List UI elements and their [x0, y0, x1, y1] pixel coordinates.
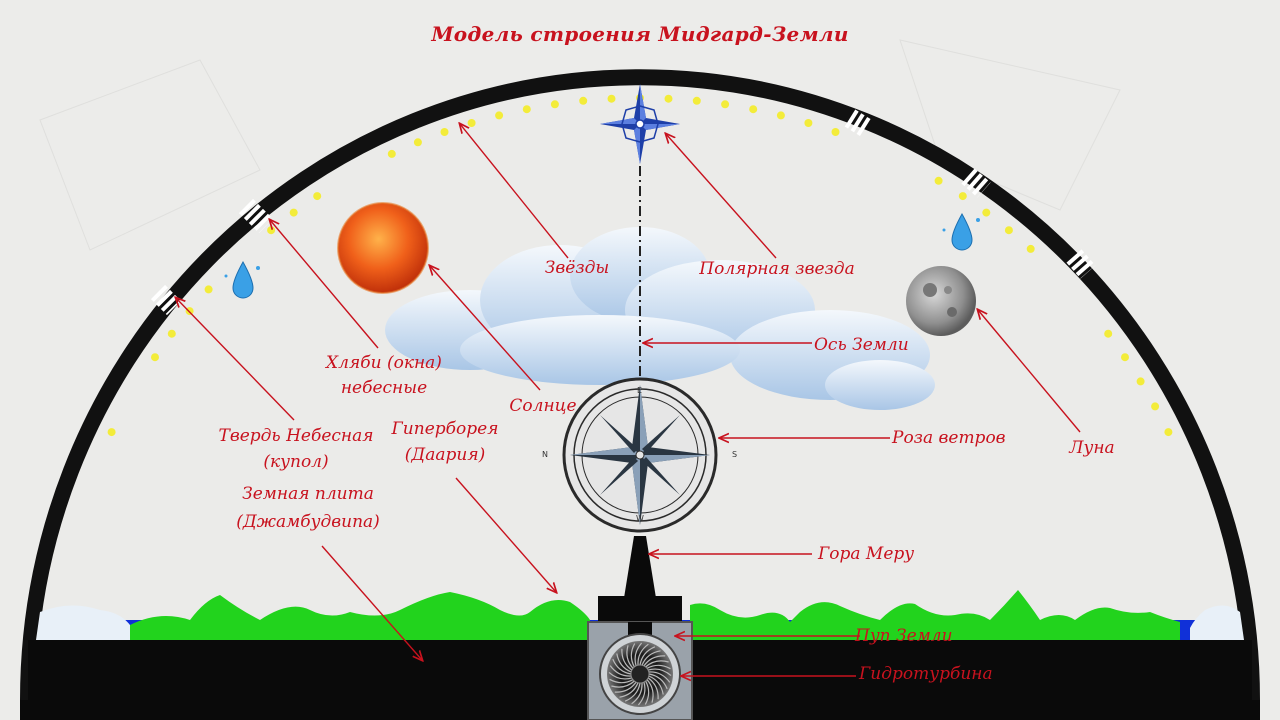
- turbine-blade: [609, 678, 634, 684]
- water-drop-icon: [942, 212, 980, 251]
- star-dot: [1104, 329, 1113, 338]
- star-dot: [467, 119, 476, 127]
- heaven-windows: [150, 109, 1096, 316]
- label-earth-plate-line1: Земная плита: [242, 484, 374, 504]
- turbine-blade: [621, 648, 633, 671]
- star-dot: [958, 192, 967, 201]
- stars-ring: [107, 94, 1173, 437]
- star-dot: [440, 128, 449, 136]
- star-dot: [1121, 353, 1129, 362]
- star-dot: [495, 111, 504, 120]
- compass-letter-east: E: [637, 386, 643, 395]
- turbine-blade: [609, 665, 632, 677]
- sun: [337, 202, 429, 294]
- turbine-blade: [643, 655, 666, 667]
- turbine-blade: [647, 677, 659, 700]
- star-dot: [579, 96, 588, 105]
- turbine-blade: [630, 643, 636, 668]
- star-dot: [1164, 428, 1173, 437]
- star-dot: [692, 96, 701, 105]
- turbine-blade: [608, 671, 633, 680]
- turbine-blade: [631, 682, 643, 705]
- label-hyperborea-line1: Гиперборея: [391, 419, 499, 439]
- star-dot: [204, 285, 213, 294]
- label-earth-plate-line2: (Джамбудвипа): [236, 512, 380, 532]
- turbine-blade: [611, 680, 635, 688]
- turbine-blade: [614, 681, 637, 693]
- star-dot: [167, 329, 176, 338]
- label-firmament-line1: Твердь Небесная: [218, 426, 374, 446]
- compass-letter-west: W: [636, 514, 644, 523]
- turbine-blade: [646, 679, 654, 703]
- star-dot: [831, 128, 840, 136]
- diagram-title: Модель строения Мидгард-Земли: [431, 22, 849, 46]
- turbine-blade: [645, 660, 669, 668]
- turbine-blade: [646, 664, 671, 670]
- label-polar-star: Полярная звезда: [699, 259, 855, 279]
- ice-caps: [36, 605, 1244, 640]
- star-dot: [934, 176, 943, 185]
- turbine-blade: [626, 645, 634, 669]
- star-dot: [313, 192, 322, 201]
- star-dot: [289, 208, 298, 217]
- star-dot: [387, 149, 396, 158]
- star-dot: [550, 100, 559, 109]
- label-turbine: Гидротурбина: [859, 664, 993, 684]
- turbine-blade: [639, 646, 656, 666]
- wind-rose-icon: [562, 377, 718, 533]
- label-earth-axis: Ось Земли: [814, 335, 909, 355]
- star-dot: [1151, 402, 1160, 411]
- label-windows-line2: небесные: [340, 378, 428, 398]
- star-dot: [413, 138, 422, 147]
- turbine-blade: [641, 650, 661, 666]
- star-dot: [804, 119, 813, 127]
- compass-letter-north: N: [542, 450, 548, 459]
- star-dot: [982, 208, 991, 217]
- star-dot: [522, 105, 531, 114]
- label-wind-rose: Роза ветров: [892, 428, 1006, 448]
- label-navel: Пуп Земли: [855, 626, 953, 646]
- label-meru: Гора Меру: [818, 544, 915, 564]
- turbine-blade: [637, 681, 646, 706]
- turbine-blade: [648, 675, 664, 695]
- label-windows-line1: Хляби (окна): [326, 353, 442, 373]
- turbine-blade: [644, 680, 650, 705]
- label-sun: Солнце: [509, 396, 577, 416]
- label-firmament-line2: (купол): [263, 452, 329, 472]
- turbine-blade: [634, 642, 643, 667]
- turbine-blade: [612, 658, 632, 675]
- polar-star-icon: [600, 84, 680, 164]
- turbine-blade: [637, 643, 649, 666]
- moon: [906, 266, 976, 336]
- turbine-blade: [619, 682, 639, 698]
- hydro-turbine-icon: [599, 633, 681, 715]
- star-dot: [749, 105, 758, 114]
- star-dot: [1026, 244, 1035, 253]
- star-dot: [267, 226, 276, 235]
- star-dot: [607, 94, 616, 103]
- compass-letter-south: S: [732, 450, 738, 459]
- turbine-blade: [648, 671, 671, 683]
- star-dot: [721, 100, 730, 109]
- turbine-blade: [647, 668, 672, 677]
- turbine-blade: [624, 682, 641, 702]
- mount-meru: [598, 536, 682, 622]
- star-dot: [1136, 377, 1145, 386]
- pointer-arrows: [176, 124, 1081, 676]
- star-dot: [107, 428, 116, 437]
- turbine-blade: [616, 653, 632, 673]
- label-hyperborea-line2: (Даария): [404, 445, 486, 465]
- turbine-blade: [648, 673, 668, 690]
- star-dot: [776, 111, 785, 120]
- water-drop-icon: [224, 260, 260, 299]
- label-stars: Звёзды: [544, 258, 610, 278]
- star-dot: [664, 94, 673, 103]
- land-hills: [130, 590, 1180, 640]
- star-dot: [1004, 226, 1013, 235]
- label-moon: Луна: [1069, 438, 1115, 458]
- star-dot: [151, 353, 159, 362]
